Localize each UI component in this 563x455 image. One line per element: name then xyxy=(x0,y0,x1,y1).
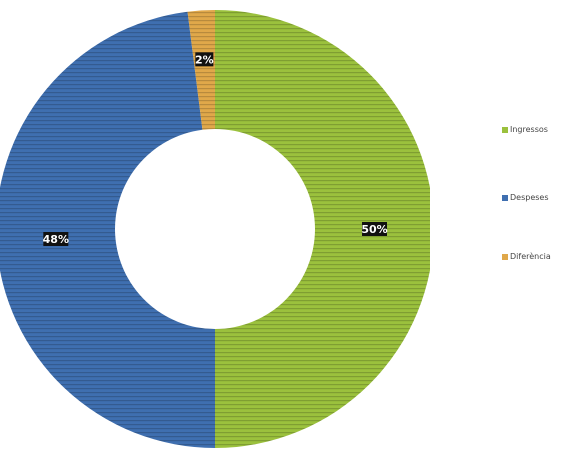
data-label-bg-diferencia xyxy=(195,52,214,67)
slice-texture-despeses xyxy=(0,11,215,448)
slice-texture-diferencia xyxy=(187,10,215,130)
legend-item-despeses: Despeses xyxy=(502,193,549,202)
slice-texture-ingressos xyxy=(215,10,430,448)
legend-label-ingressos: Ingressos xyxy=(510,125,548,134)
legend-swatch-ingressos xyxy=(502,126,508,133)
data-label-despeses: 48% xyxy=(43,233,69,246)
legend: Ingressos Despeses Diferència xyxy=(502,120,562,280)
legend-label-despeses: Despeses xyxy=(510,193,549,202)
data-label-diferencia: 2% xyxy=(195,53,214,66)
legend-label-diferencia: Diferència xyxy=(510,252,551,261)
donut-chart: 50% 48% 2% xyxy=(0,10,430,448)
legend-swatch-diferencia xyxy=(502,253,508,260)
data-label-bg-despeses xyxy=(43,232,69,247)
legend-item-ingressos: Ingressos xyxy=(502,125,548,134)
data-label-bg-ingressos xyxy=(362,222,387,236)
legend-item-diferencia: Diferència xyxy=(502,252,551,261)
legend-swatch-despeses xyxy=(502,194,508,201)
data-label-ingressos: 50% xyxy=(361,223,387,236)
